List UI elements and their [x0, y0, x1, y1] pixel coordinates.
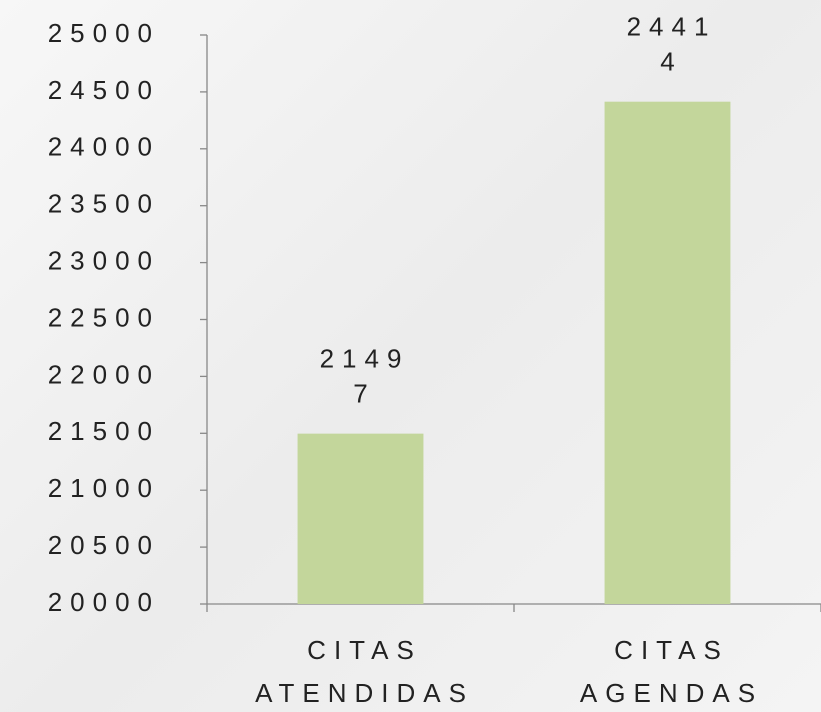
data-label: 2441 4 — [627, 12, 717, 77]
y-tick-label: 20500 — [48, 530, 160, 560]
y-tick-label: 23000 — [48, 245, 160, 275]
x-tick-label: CITAS AGENDAS — [580, 635, 763, 708]
y-tick-label: 21000 — [48, 473, 160, 503]
y-tick-label: 25000 — [48, 18, 160, 48]
y-tick-label: 21500 — [48, 416, 160, 446]
y-tick-label: 24500 — [48, 75, 160, 105]
y-tick-label: 22500 — [48, 302, 160, 332]
data-label: 2149 7 — [320, 344, 410, 409]
y-tick-label: 20000 — [48, 587, 160, 617]
y-tick-label: 23500 — [48, 189, 160, 219]
bar — [604, 101, 731, 604]
y-tick-label: 22000 — [48, 359, 160, 389]
bar — [297, 433, 424, 604]
y-tick-label: 24000 — [48, 132, 160, 162]
x-tick-label: CITAS ATENDIDAS — [255, 635, 474, 708]
